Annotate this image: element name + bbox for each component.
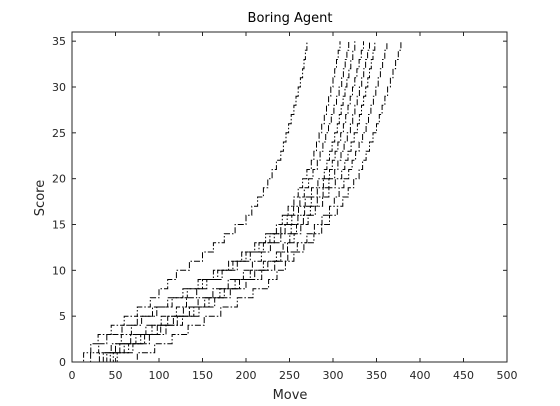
axes-layer: 0 50 100 150 200 250 300 350 400 450 500 0 5 10 15 20 25… [52,31,518,382]
y-tick-label: 20 [52,173,66,186]
run-line-2 [82,41,341,363]
run-line-6 [96,41,370,363]
y-tick-label: 10 [52,264,66,277]
plot-frame [71,31,508,363]
x-tick-label: 0 [69,369,76,382]
y-axis-label: Score [33,180,48,216]
x-tick-label: 50 [109,369,123,382]
x-tick-label: 300 [323,369,344,382]
y-tick-label: 25 [52,127,66,140]
y-tick-label: 30 [52,81,66,94]
x-tick-label: 150 [192,369,213,382]
x-tick-label: 200 [236,369,257,382]
x-tick-label: 100 [149,369,170,382]
runs-layer [76,41,402,363]
x-tick-label: 500 [497,369,518,382]
y-tick-label: 0 [59,356,66,369]
x-tick-label: 250 [279,369,300,382]
x-tick-label: 450 [453,369,474,382]
x-axis-label: Move [273,388,308,403]
run-line-8 [101,41,388,363]
run-line-3 [87,41,350,363]
y-tick-label: 5 [59,310,66,323]
run-line-9 [105,41,402,363]
y-tick-label: 15 [52,219,66,232]
x-tick-label: 400 [410,369,431,382]
x-tick-label: 350 [366,369,387,382]
run-line-4 [91,41,356,363]
y-tick-label: 35 [52,35,66,48]
chart-title: Boring Agent [248,11,333,26]
run-line-1 [76,41,308,363]
run-line-7 [98,41,376,363]
